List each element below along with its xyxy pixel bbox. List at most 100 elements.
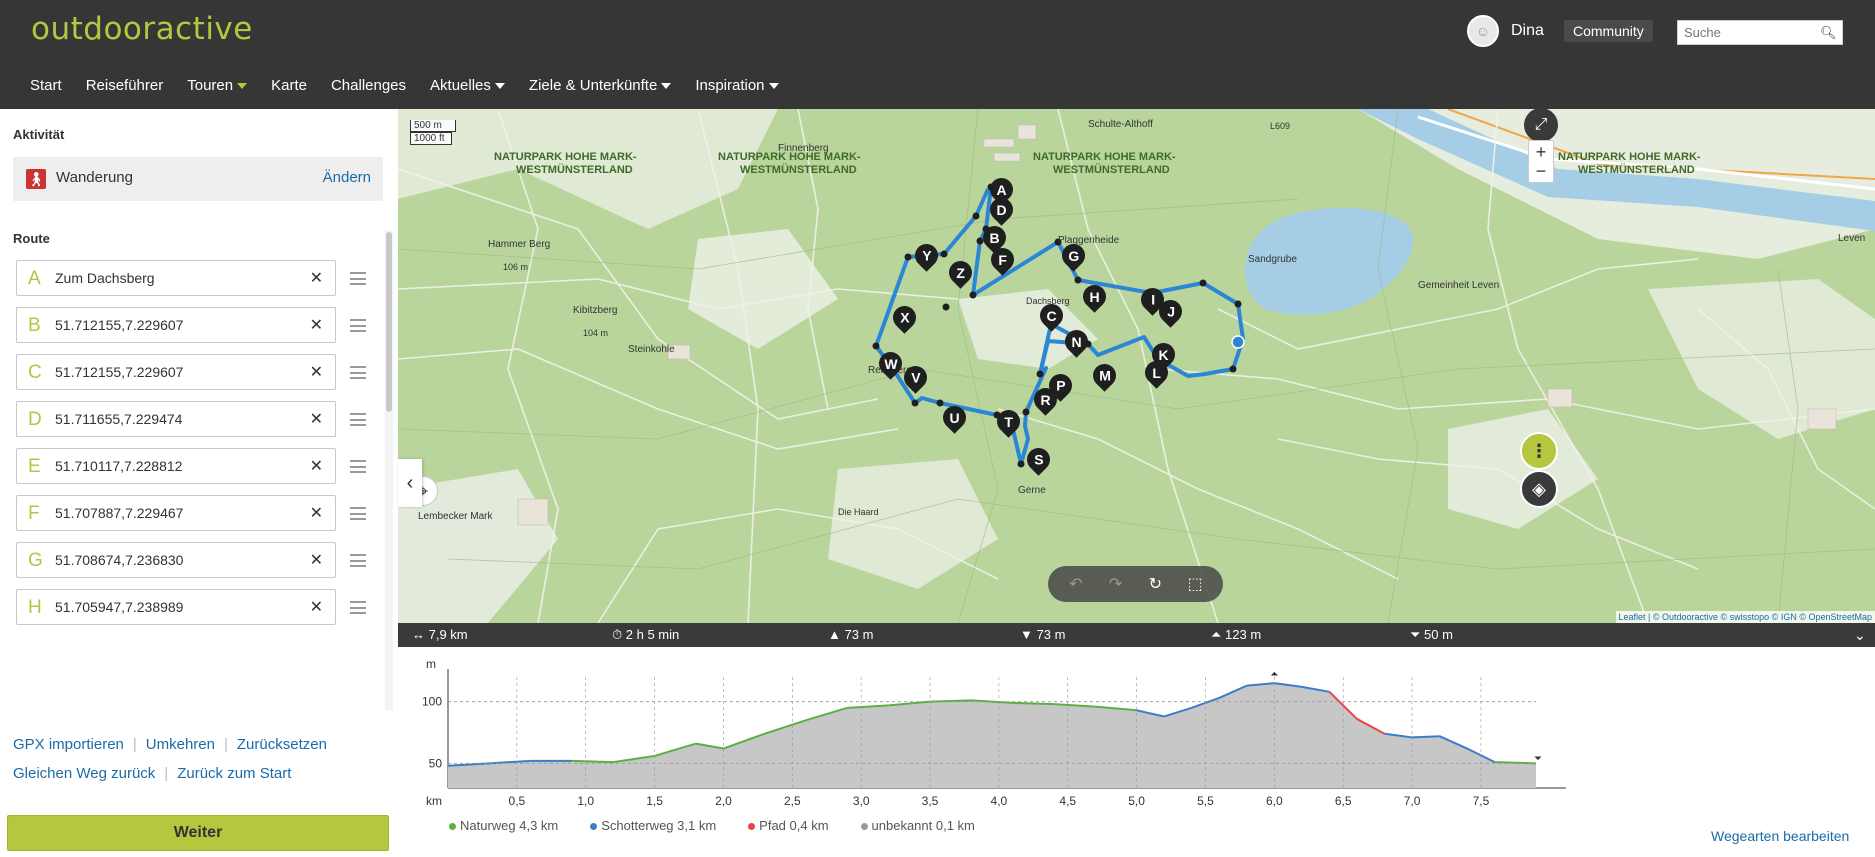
map-label: Dachsberg — [1026, 296, 1070, 306]
elevation-line-segment — [654, 742, 697, 757]
map-canvas[interactable] — [398, 109, 1875, 623]
elevation-line-segment — [1136, 709, 1165, 718]
remove-waypoint-icon[interactable]: ✕ — [309, 458, 323, 475]
zoom-in-button[interactable]: + — [1528, 140, 1554, 162]
waypoint-value[interactable]: 51.712155,7.229607 — [55, 317, 184, 333]
back-to-start-link[interactable]: Zurück zum Start — [177, 765, 292, 782]
redo-icon[interactable]: ↷ — [1108, 576, 1123, 593]
stat-distance: ↔ 7,9 km — [412, 627, 468, 642]
waypoint-field[interactable]: E 51.710117,7.228812 ✕ — [16, 448, 336, 484]
remove-waypoint-icon[interactable]: ✕ — [309, 317, 323, 334]
map-label: WESTMÜNSTERLAND — [1053, 164, 1170, 176]
waypoint-field[interactable]: D 51.711655,7.229474 ✕ — [16, 401, 336, 437]
waypoint-letter: G — [28, 550, 43, 571]
remove-waypoint-icon[interactable]: ✕ — [309, 599, 323, 616]
clock-icon: ⏱ — [612, 627, 623, 642]
elevation-line-segment — [1218, 684, 1248, 699]
waypoint-field[interactable]: A Zum Dachsberg ✕ — [16, 260, 336, 296]
route-stats-bar: ↔ 7,9 km ⏱ 2 h 5 min ▲ 73 m ▼ 73 m ⏶ 123… — [398, 623, 1875, 647]
waypoint-value[interactable]: 51.705947,7.238989 — [55, 599, 184, 615]
waypoint-field[interactable]: B 51.712155,7.229607 ✕ — [16, 307, 336, 343]
activity-selector[interactable]: 🚶︎ Wanderung Ändern — [13, 157, 383, 201]
x-tick-label: 4,0 — [991, 794, 1008, 808]
drag-handle-icon[interactable] — [350, 601, 366, 614]
reverse-link[interactable]: Umkehren — [145, 736, 215, 753]
more-options-button[interactable]: ⋮ — [1520, 432, 1558, 470]
x-tick-label: 1,5 — [646, 794, 663, 808]
reset-link[interactable]: Zurücksetzen — [236, 736, 327, 753]
layers-button[interactable]: ◈ — [1520, 470, 1558, 508]
drag-handle-icon[interactable] — [350, 272, 366, 285]
legend-item: Pfad 0,4 km — [748, 818, 829, 833]
undo-icon[interactable]: ↶ — [1069, 576, 1083, 593]
community-button[interactable]: Community — [1564, 20, 1653, 42]
elevation-line-segment — [764, 719, 807, 735]
drag-handle-icon[interactable] — [350, 319, 366, 332]
waypoint-field[interactable]: F 51.707887,7.229467 ✕ — [16, 495, 336, 531]
waypoint-scrollbar-thumb[interactable] — [386, 232, 392, 412]
search-input[interactable] — [1678, 21, 1818, 44]
map-label: NATURPARK HOHE MARK- — [1558, 151, 1701, 163]
waypoint-value[interactable]: 51.710117,7.228812 — [55, 458, 183, 474]
x-tick-label: 2,0 — [715, 794, 732, 808]
y-tick-label: 50 — [429, 756, 443, 770]
map-label: Sandgrube — [1248, 254, 1297, 265]
nav-item-touren[interactable]: Touren — [187, 77, 248, 94]
map-label: Hammer Berg — [488, 239, 551, 250]
logo[interactable]: outdooractive — [31, 11, 253, 47]
waypoint-letter: D — [28, 409, 42, 430]
next-button[interactable]: Weiter — [7, 815, 389, 851]
elevation-line-segment — [613, 754, 655, 764]
route-actions-row2: Gleichen Weg zurück | Zurück zum Start — [13, 765, 292, 782]
same-way-back-link[interactable]: Gleichen Weg zurück — [13, 765, 156, 782]
remove-waypoint-icon[interactable]: ✕ — [309, 270, 323, 287]
nav-item-reiseführer[interactable]: Reiseführer — [85, 77, 164, 94]
min-altitude-icon: ⏷ — [1534, 753, 1542, 764]
map[interactable]: NATURPARK HOHE MARK- WESTMÜNSTERLAND Finne… — [398, 109, 1875, 623]
nav-item-karte[interactable]: Karte — [271, 77, 307, 94]
route-snap-icon[interactable]: ↻ — [1148, 576, 1163, 593]
waypoint-value[interactable]: 51.712155,7.229607 — [55, 364, 184, 380]
nav-item-aktuelles[interactable]: Aktuelles — [430, 77, 505, 94]
drag-handle-icon[interactable] — [350, 460, 366, 473]
nav-item-start[interactable]: Start — [30, 77, 62, 94]
waypoint-value[interactable]: 51.707887,7.229467 — [55, 505, 184, 521]
map-label: Lembecker Mark — [418, 511, 493, 522]
remove-waypoint-icon[interactable]: ✕ — [309, 364, 323, 381]
waypoint-value[interactable]: 51.711655,7.229474 — [55, 411, 183, 427]
fullscreen-button[interactable]: ⤢ — [1524, 109, 1558, 142]
drag-handle-icon[interactable] — [350, 366, 366, 379]
waypoint-field[interactable]: G 51.708674,7.236830 ✕ — [16, 542, 336, 578]
waypoint-letter: C — [28, 362, 42, 383]
edit-surface-types-link[interactable]: Wegearten bearbeiten — [1711, 828, 1850, 844]
remove-waypoint-icon[interactable]: ✕ — [309, 411, 323, 428]
avatar[interactable]: ☺ — [1467, 15, 1499, 47]
select-area-icon[interactable]: ⬚ — [1187, 576, 1203, 593]
waypoint-scrollbar[interactable] — [385, 230, 393, 710]
map-label: NATURPARK HOHE MARK- — [1033, 151, 1176, 163]
legend-item: Naturweg 4,3 km — [449, 818, 558, 833]
user-menu[interactable]: ☺ Dina — [1467, 15, 1544, 47]
zoom-out-button[interactable]: − — [1528, 161, 1554, 183]
map-attribution[interactable]: Leaflet | © Outdooractive © swisstopo © … — [1615, 611, 1875, 623]
elevation-chart[interactable]: 100 50 0,5 1,0 1,5 2,0 2,5 3,0 3,5 4,0 4,5 5,0 5,5 6,… — [398, 647, 1875, 817]
waypoint-field[interactable]: C 51.712155,7.229607 ✕ — [16, 354, 336, 390]
user-name[interactable]: Dina — [1511, 22, 1544, 39]
gpx-import-link[interactable]: GPX importieren — [13, 736, 124, 753]
nav-item-inspiration[interactable]: Inspiration — [695, 77, 779, 94]
change-activity-link[interactable]: Ändern — [322, 169, 371, 186]
collapse-sidebar-button[interactable]: ‹ — [398, 459, 422, 507]
waypoint-value[interactable]: 51.708674,7.236830 — [55, 552, 184, 568]
nav-item-challenges[interactable]: Challenges — [330, 77, 407, 94]
legend-dot — [748, 823, 756, 831]
drag-handle-icon[interactable] — [350, 413, 366, 426]
collapse-profile-icon[interactable]: ⌄ — [1854, 627, 1866, 643]
waypoint-value[interactable]: Zum Dachsberg — [55, 270, 155, 286]
nav-item-ziele-unterkünfte[interactable]: Ziele & Unterkünfte — [529, 77, 672, 94]
remove-waypoint-icon[interactable]: ✕ — [309, 552, 323, 569]
drag-handle-icon[interactable] — [350, 554, 366, 567]
search-icon[interactable]: 🔍︎ — [1820, 24, 1837, 40]
remove-waypoint-icon[interactable]: ✕ — [309, 505, 323, 522]
waypoint-field[interactable]: H 51.705947,7.238989 ✕ — [16, 589, 336, 625]
drag-handle-icon[interactable] — [350, 507, 366, 520]
